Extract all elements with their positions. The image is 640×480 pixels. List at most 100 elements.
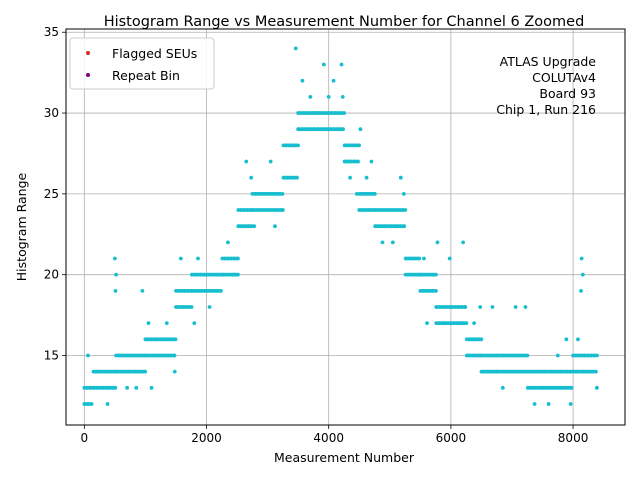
data-point [244,159,249,164]
data-point [490,305,495,309]
data-point [89,402,94,406]
data-point [401,191,406,196]
data-point [594,369,598,374]
data-point [189,305,194,309]
y-axis-ticks: 15 20 25 30 35 [44,25,66,362]
x-axis-label: Measurement Number [274,450,415,465]
data-point [364,175,369,180]
data-point [464,321,469,326]
y-axis-label: Histogram Range [14,172,29,281]
legend: Flagged SEUs Repeat Bin [69,37,215,90]
data-point [339,62,344,67]
data-point [86,353,90,358]
data-point [280,191,285,196]
legend-box [69,37,215,90]
data-point [232,272,237,277]
data-point [390,240,395,245]
data-point [296,143,300,148]
data-point [403,208,408,212]
legend-marker-repeat-bin [86,73,90,77]
data-point [595,353,599,358]
data-point [580,272,585,277]
data-points [82,46,599,406]
data-point [513,305,518,309]
data-point [434,272,438,277]
data-point [402,224,407,229]
annotation-line-4: Chip 1, Run 216 [496,102,596,117]
data-point [236,256,240,261]
data-point [447,256,452,261]
data-point [525,353,530,358]
data-point [293,46,298,51]
data-point [308,94,313,99]
data-point [422,256,426,261]
data-point [357,143,362,148]
data-point [372,191,377,196]
data-point [288,143,293,148]
data-point [105,402,110,406]
x-tick-label: 4000 [313,431,344,445]
data-point [579,288,583,293]
data-point [178,256,183,261]
data-point [564,337,569,342]
data-point [140,288,145,293]
y-tick-label: 15 [44,348,59,362]
data-point [173,337,178,342]
data-point [225,240,230,245]
data-point [546,402,551,406]
y-tick-label: 30 [44,106,59,120]
annotation-line-3: Board 93 [539,86,596,101]
y-tick-label: 20 [44,268,59,282]
x-tick-label: 2000 [191,431,222,445]
data-point [579,256,584,261]
run-annotation: ATLAS Upgrade COLUTAv4 Board 93 Chip 1, … [496,54,596,117]
data-point [113,288,118,293]
x-tick-label: 8000 [558,431,589,445]
data-point [113,385,118,390]
x-axis-ticks: 0 2000 4000 6000 8000 [81,425,589,445]
data-point [295,175,299,180]
data-point [249,175,254,180]
data-point [369,159,374,164]
legend-marker-flagged-seus [86,51,90,55]
data-point [576,337,580,342]
data-point [341,127,346,132]
data-point [555,353,560,358]
data-point [456,321,461,326]
data-point [380,240,385,245]
data-point [354,191,359,196]
data-point [348,175,352,180]
data-point [219,288,223,293]
data-point [434,288,438,293]
data-point [300,78,305,83]
data-point [523,305,528,309]
data-point [321,62,326,67]
annotation-line-2: COLUTAv4 [532,70,596,85]
y-tick-label: 25 [44,187,59,201]
data-point [252,224,257,229]
data-point [479,337,484,342]
data-point [478,305,483,309]
data-point [207,305,212,309]
data-point [326,94,331,99]
chart-title: Histogram Range vs Measurement Number fo… [104,14,585,30]
data-point [435,240,440,245]
legend-label-flagged-seus: Flagged SEUs [112,46,197,61]
data-point [532,402,537,406]
data-point [569,385,574,390]
data-point [149,385,154,390]
data-point [398,175,403,180]
data-point [172,369,177,374]
data-point [125,385,129,390]
data-point [172,353,177,358]
data-point [146,321,151,326]
data-point [463,305,467,309]
data-point [94,369,99,374]
data-point [594,385,599,390]
y-tick-label: 35 [44,25,59,39]
data-point [472,321,477,326]
data-point [143,369,148,374]
x-tick-label: 6000 [436,431,467,445]
data-point [425,321,429,326]
